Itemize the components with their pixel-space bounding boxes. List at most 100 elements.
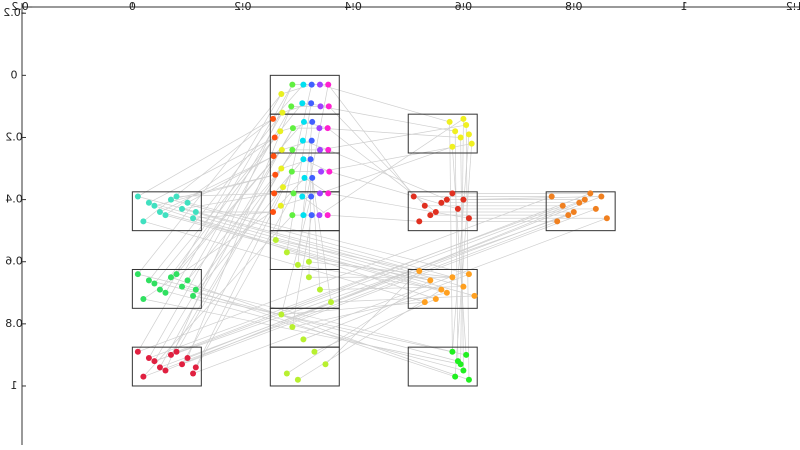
- edge: [286, 280, 431, 374]
- point: [289, 81, 296, 88]
- point: [173, 348, 180, 355]
- edge: [286, 103, 312, 253]
- edge: [327, 214, 420, 222]
- edge: [176, 149, 293, 352]
- point: [316, 81, 323, 88]
- point: [317, 103, 324, 110]
- point: [305, 258, 312, 265]
- point: [463, 122, 470, 129]
- edge: [181, 171, 293, 365]
- cell-box: [407, 113, 478, 154]
- point: [559, 202, 566, 209]
- edge: [187, 155, 274, 204]
- edge: [454, 143, 473, 377]
- x-tick-label: -0.2: [11, 0, 32, 13]
- cell-box: [545, 191, 616, 232]
- point: [184, 355, 191, 362]
- edge: [170, 276, 470, 381]
- x-tick-label: 0.2: [234, 0, 252, 13]
- point: [156, 286, 163, 293]
- edge: [310, 159, 321, 290]
- edges: [137, 84, 608, 381]
- point: [587, 190, 594, 197]
- point: [427, 277, 434, 284]
- point: [156, 364, 163, 371]
- point: [311, 348, 318, 355]
- edge: [137, 93, 282, 275]
- point: [145, 199, 152, 206]
- point: [301, 174, 308, 181]
- point: [140, 218, 147, 225]
- point: [162, 367, 169, 374]
- point: [140, 296, 147, 302]
- cell-box: [407, 191, 478, 232]
- point: [308, 212, 315, 219]
- y-tick-label: 0.4: [5, 193, 23, 206]
- edge: [286, 252, 431, 281]
- point: [271, 190, 278, 197]
- edge: [181, 208, 596, 365]
- point: [278, 146, 285, 153]
- point: [327, 299, 334, 306]
- edge: [319, 84, 450, 123]
- point: [452, 373, 459, 380]
- point: [325, 190, 332, 197]
- edge: [170, 199, 585, 356]
- point: [316, 212, 323, 219]
- edge: [303, 158, 330, 172]
- y-tick-label: 0.8: [5, 317, 23, 330]
- point: [300, 336, 307, 343]
- point: [449, 190, 456, 197]
- point: [145, 277, 152, 284]
- point: [288, 168, 295, 175]
- point: [300, 156, 307, 163]
- edge: [143, 118, 274, 222]
- y-tick-label: 0.2: [5, 130, 23, 143]
- edge: [148, 280, 458, 362]
- point: [288, 103, 295, 110]
- edge: [148, 202, 431, 281]
- point: [270, 209, 277, 216]
- edge: [292, 292, 447, 328]
- point: [277, 128, 284, 135]
- point: [289, 146, 296, 153]
- edge: [165, 93, 282, 293]
- point: [162, 212, 169, 219]
- edge: [154, 214, 569, 362]
- edge: [329, 171, 458, 210]
- point: [299, 100, 306, 107]
- point: [438, 199, 445, 206]
- point: [316, 125, 323, 132]
- point: [438, 286, 445, 293]
- point: [184, 277, 191, 284]
- point: [446, 118, 453, 125]
- edge: [148, 106, 292, 359]
- cell-box: [269, 346, 340, 387]
- edge: [449, 121, 453, 352]
- point: [279, 184, 286, 191]
- point: [325, 146, 332, 153]
- point: [190, 215, 197, 222]
- edge: [297, 121, 313, 265]
- cell-box: [131, 191, 202, 232]
- point: [449, 274, 456, 281]
- point: [167, 351, 174, 358]
- point: [151, 280, 158, 287]
- edge: [159, 211, 574, 368]
- edge: [165, 202, 580, 371]
- point: [581, 196, 588, 203]
- edge: [187, 196, 602, 359]
- point: [457, 134, 464, 141]
- point: [324, 125, 331, 132]
- point: [603, 215, 610, 222]
- point: [432, 296, 439, 302]
- edge: [327, 84, 415, 197]
- edge: [311, 177, 332, 303]
- cells: [131, 74, 616, 387]
- edge: [330, 295, 475, 303]
- edge: [181, 208, 464, 287]
- cell-box: [131, 346, 202, 387]
- edge: [328, 106, 426, 207]
- edge: [272, 84, 304, 120]
